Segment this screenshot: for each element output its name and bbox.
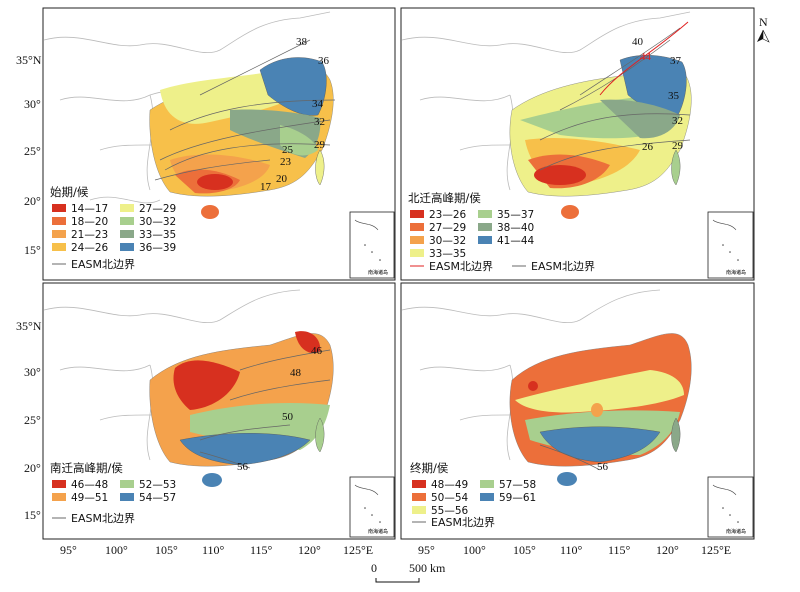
legend-title: 终期/侯	[410, 461, 449, 475]
legend-item: 14—17	[71, 203, 108, 215]
inset-label: 南海诸岛	[726, 269, 746, 276]
panel-end: 56 终期/侯 48—49 57—58 50—54 59—61 55—56 EA…	[400, 282, 755, 540]
lat-tick-25: 25°	[24, 413, 41, 427]
panel-south-peak: 35°N 30° 25° 20° 15° 46 48 50 56 南迁高峰期/侯…	[16, 282, 396, 540]
legend-line: EASM北边界	[71, 512, 135, 525]
legend-line: EASM北边界	[531, 260, 595, 273]
inset-label: 南海诸岛	[368, 528, 388, 535]
legend-item: 33—35	[429, 248, 466, 260]
contour-label: 46	[311, 345, 323, 357]
legend-item: 38—40	[497, 222, 534, 234]
svg-text:N: N	[759, 15, 768, 29]
legend-item: 18—20	[71, 216, 108, 228]
lat-tick-25: 25°	[24, 144, 41, 158]
legend-item: 24—26	[71, 242, 109, 254]
contour-label: 25	[282, 144, 294, 156]
legend-item: 27—29	[139, 203, 176, 215]
contour-label: 29	[314, 139, 326, 151]
contour-label: 32	[672, 115, 683, 127]
lon-ticks-right: 95° 100° 105° 110° 115° 120° 125°E	[418, 543, 731, 557]
contour-label: 44	[640, 51, 652, 63]
legend-item: 35—37	[497, 209, 534, 221]
legend-item: 23—26	[429, 209, 467, 221]
legend-title: 始期/候	[50, 185, 89, 199]
legend-item: 49—51	[71, 492, 108, 504]
lat-tick-35: 35°N	[16, 319, 42, 333]
panel-onset: 35°N 30° 25° 20° 15° 38 36 34 32 29 25 2…	[16, 7, 396, 281]
legend-item: 30—32	[139, 216, 176, 228]
svg-text:125°E: 125°E	[343, 543, 373, 557]
svg-text:120°: 120°	[298, 543, 321, 557]
lat-tick-30: 30°	[24, 365, 41, 379]
contour-label: 32	[314, 116, 325, 128]
lat-tick-20: 20°	[24, 461, 41, 475]
lon-ticks-left: 95° 100° 105° 110° 115° 120° 125°E	[60, 543, 373, 557]
contour-label: 17	[260, 181, 272, 193]
legend-title: 南迁高峰期/侯	[50, 461, 123, 475]
svg-text:500 km: 500 km	[409, 561, 446, 575]
legend-item: 27—29	[429, 222, 466, 234]
scale-bar: 0 500 km	[371, 561, 446, 583]
svg-text:95°: 95°	[418, 543, 435, 557]
south-china-sea-inset	[707, 476, 754, 538]
contour-label: 26	[642, 141, 654, 153]
legend-item: 59—61	[499, 492, 536, 504]
contour-label: 48	[290, 367, 302, 379]
svg-text:120°: 120°	[656, 543, 679, 557]
legend-item: 55—56	[431, 505, 469, 517]
lat-tick-15: 15°	[24, 508, 41, 522]
panel-north-peak: 40 44 37 35 32 26 29 N 北迁高峰期/侯 23—26 35—…	[400, 7, 770, 281]
contour-label: 36	[318, 55, 330, 67]
legend-item: 52—53	[139, 479, 176, 491]
contour-label: 40	[632, 36, 644, 48]
svg-text:95°: 95°	[60, 543, 77, 557]
inset-label: 南海诸岛	[368, 269, 388, 276]
legend-item: 46—48	[71, 479, 108, 491]
lat-tick-15: 15°	[24, 243, 41, 257]
south-china-sea-inset	[349, 476, 395, 538]
legend-item: 48—49	[431, 479, 468, 491]
legend-item: 50—54	[431, 492, 469, 504]
contour-label: 56	[597, 461, 609, 473]
contour-label: 20	[276, 173, 288, 185]
contour-label: 56	[237, 461, 249, 473]
legend-item: 41—44	[497, 235, 535, 247]
svg-text:110°: 110°	[560, 543, 583, 557]
legend-item: 21—23	[71, 229, 108, 241]
lat-tick-30: 30°	[24, 97, 41, 111]
inset-label: 南海诸岛	[726, 528, 746, 535]
svg-text:100°: 100°	[463, 543, 486, 557]
legend-item: 57—58	[499, 479, 536, 491]
svg-text:125°E: 125°E	[701, 543, 731, 557]
legend-line-red: EASM北边界	[429, 260, 493, 273]
legend-item: 33—35	[139, 229, 176, 241]
contour-label: 35	[668, 90, 680, 102]
svg-text:0: 0	[371, 561, 377, 575]
contour-label: 50	[282, 411, 294, 423]
contour-label: 37	[670, 55, 682, 67]
south-china-sea-inset	[349, 211, 395, 279]
svg-text:105°: 105°	[155, 543, 178, 557]
south-china-sea-inset	[707, 211, 754, 279]
svg-text:100°: 100°	[105, 543, 128, 557]
svg-text:105°: 105°	[513, 543, 536, 557]
legend-item: 30—32	[429, 235, 466, 247]
legend-title: 北迁高峰期/侯	[408, 191, 481, 205]
legend-item: 54—57	[139, 492, 176, 504]
legend-line: EASM北边界	[431, 516, 495, 529]
svg-text:115°: 115°	[608, 543, 631, 557]
lat-tick-35: 35°N	[16, 53, 42, 67]
contour-label: 34	[312, 98, 324, 110]
svg-text:115°: 115°	[250, 543, 273, 557]
legend-item: 36—39	[139, 242, 176, 254]
contour-label: 29	[672, 140, 684, 152]
north-arrow: N	[757, 15, 770, 43]
legend-line: EASM北边界	[71, 258, 135, 271]
svg-text:110°: 110°	[202, 543, 225, 557]
lat-tick-20: 20°	[24, 194, 41, 208]
contour-label: 23	[280, 156, 292, 168]
contour-label: 38	[296, 36, 308, 48]
